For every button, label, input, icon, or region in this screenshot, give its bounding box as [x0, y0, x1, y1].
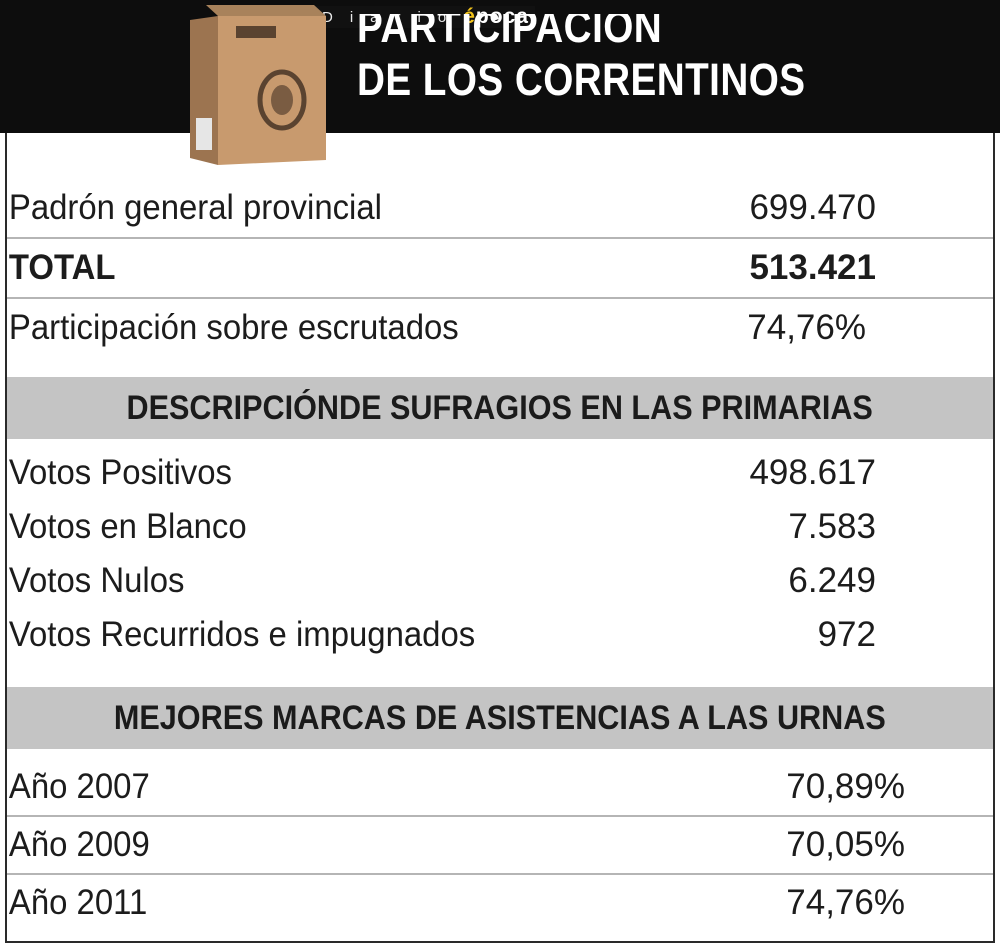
table-row: Año 2011 74,76%	[7, 876, 993, 930]
row-label: Año 2007	[8, 767, 150, 806]
row-value: 498.617	[749, 453, 876, 492]
row-value: 74,76%	[786, 883, 905, 922]
table-row: Votos Recurridos e impugnados 972	[7, 608, 993, 662]
row-value: 513.421	[749, 248, 876, 287]
section-title: MEJORES MARCAS DE ASISTENCIAS A LAS URNA…	[114, 698, 886, 737]
table-row: Votos en Blanco 7.583	[7, 500, 993, 554]
row-label: Votos Recurridos e impugnados	[8, 615, 476, 654]
brand-epoca-initial: é	[463, 5, 476, 28]
brand-epoca: época	[463, 5, 529, 28]
row-value: 70,89%	[786, 767, 905, 806]
table-row: Padrón general provincial 699.470	[7, 180, 993, 236]
brand-epoca-rest: poca	[475, 5, 529, 28]
row-divider	[7, 297, 993, 299]
row-value: 7.583	[788, 507, 876, 546]
section-title: DESCRIPCIÓNDE SUFRAGIOS EN LAS PRIMARIAS	[126, 388, 874, 427]
row-label: Votos Nulos	[8, 561, 185, 600]
row-value: 699.470	[749, 188, 876, 227]
table-row: Año 2007 70,89%	[7, 760, 993, 814]
row-label: Año 2011	[8, 883, 148, 922]
row-label: TOTAL	[8, 248, 116, 287]
page-title: PARTICIPACIÓN DE LOS CORRENTINOS	[357, 14, 873, 132]
table-row: Votos Nulos 6.249	[7, 554, 993, 608]
brand-diario: Diario	[322, 8, 464, 26]
row-divider	[7, 237, 993, 239]
row-value: 70,05%	[786, 825, 905, 864]
row-value: 972	[817, 615, 876, 654]
row-divider	[7, 815, 993, 817]
ballot-box-icon	[190, 5, 326, 165]
table-row: Votos Positivos 498.617	[7, 446, 993, 500]
row-label: Votos Positivos	[8, 453, 232, 492]
section-header-sufragios: DESCRIPCIÓNDE SUFRAGIOS EN LAS PRIMARIAS	[7, 377, 993, 439]
row-label: Año 2009	[8, 825, 150, 864]
row-label: Padrón general provincial	[8, 188, 382, 227]
title-line-1: PARTICIPACIÓN	[357, 14, 663, 52]
title-line-2: DE LOS CORRENTINOS	[357, 54, 806, 105]
section-header-asistencias: MEJORES MARCAS DE ASISTENCIAS A LAS URNA…	[7, 687, 993, 749]
row-label: Participación sobre escrutados	[8, 308, 459, 347]
table-row-total: TOTAL 513.421	[7, 240, 993, 296]
table-row: Año 2009 70,05%	[7, 818, 993, 872]
table-row: Participación sobre escrutados 74,76%	[7, 300, 993, 356]
table-frame	[5, 133, 995, 943]
page-header: Diario época PARTICIPACIÓN DE LOS CORREN…	[0, 0, 1000, 133]
row-divider	[7, 873, 993, 875]
row-label: Votos en Blanco	[8, 507, 247, 546]
brand-logo: Diario época	[302, 6, 535, 28]
row-value: 74,76%	[747, 308, 866, 347]
row-value: 6.249	[788, 561, 876, 600]
